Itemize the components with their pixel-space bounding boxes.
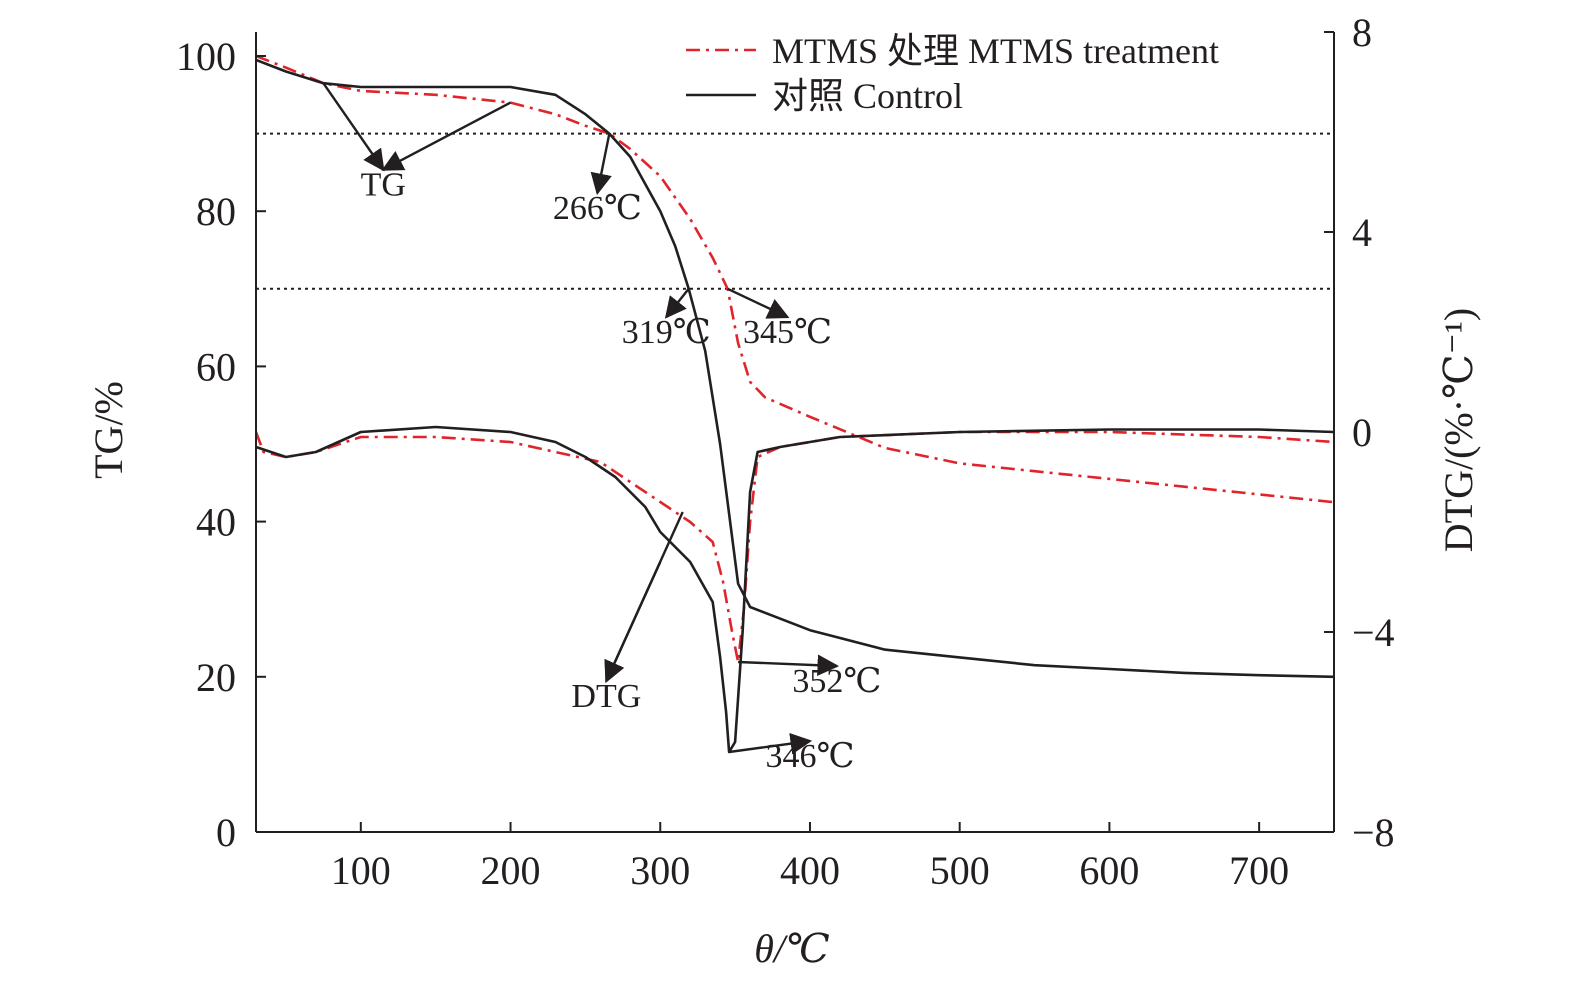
annotation-label: TG [361,167,406,204]
y-tick-label: 20 [196,655,236,700]
annotation-arrow [727,287,790,319]
annotation-arrow [664,288,690,319]
legend: MTMS 处理 MTMS treatment 对照 Control [686,31,1219,116]
x-tick-label: 600 [1079,848,1139,893]
series-line-dtg-control [255,425,1335,754]
x-axis-title: θ/℃ [754,926,830,971]
y-tick-label: 80 [196,189,236,234]
series-line-tg-mtms [255,54,1335,504]
y-tick-label: 100 [176,34,236,79]
annotation-arrow [738,654,840,677]
annotation-arrow [728,732,813,755]
x-tick-label: 700 [1229,848,1289,893]
annotation-layer: TG 266℃ 319℃ 345℃ DTG 352℃ 346℃ [322,82,881,775]
x-tick-label: 200 [481,848,541,893]
y-axis-right-title: DTG/(%·℃⁻¹) [1436,308,1481,552]
x-tick-label: 300 [630,848,690,893]
annotation-arrow [590,133,612,196]
legend-label-mtms: MTMS 处理 MTMS treatment [772,31,1219,71]
x-tick-label: 400 [780,848,840,893]
y-right-tick-label: 0 [1352,410,1372,455]
annotation-label: 346℃ [765,738,854,775]
y-right-tick-label: 8 [1352,10,1372,55]
series-layer [254,54,1335,754]
series-line-tg-control [255,58,1335,679]
x-tick-label: 500 [930,848,990,893]
reference-lines [256,132,1334,290]
annotation-label: 266℃ [553,190,642,227]
annotation-arrow [322,82,385,172]
legend-label-control: 对照 Control [772,76,963,116]
series-line-dtg-mtms [254,430,1335,664]
y-right-tick-label: −4 [1352,610,1395,655]
y-tick-label: 60 [196,344,236,389]
ticks-layer: 100 200 300 400 500 600 700 0 20 40 60 80 100 −8 −4 0 4 8 [176,10,1395,893]
x-tick-label: 100 [331,848,391,893]
annotation-label: 319℃ [622,314,711,351]
y-right-tick-label: −8 [1352,810,1395,855]
annotation-arrow [604,561,662,683]
annotation-label: 345℃ [743,314,832,351]
y-right-tick-label: 4 [1352,210,1372,255]
y-tick-label: 0 [216,810,236,855]
annotation-label: DTG [571,678,641,715]
annotation-label: 352℃ [792,663,881,700]
y-axis-title: TG/% [86,381,131,479]
annotation-arrow [381,101,512,171]
y-tick-label: 40 [196,500,236,545]
